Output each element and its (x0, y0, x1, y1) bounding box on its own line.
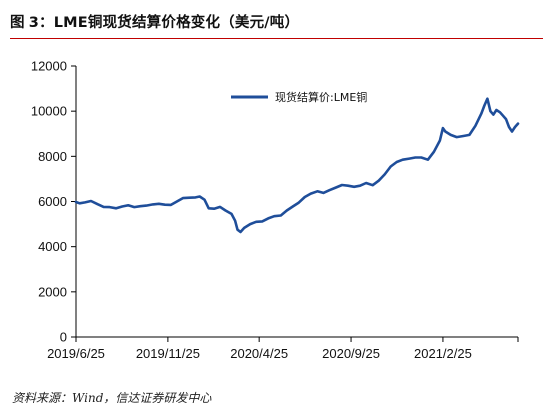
line-chart: 0 2000 4000 6000 8000 10000 12000 2019/6/25 2019… (31, 59, 520, 361)
y-tick-label: 0 (60, 330, 67, 345)
figure-label: 图 (10, 15, 25, 31)
figure-title: LME铜现货结算价格变化（美元/吨） (53, 15, 300, 31)
x-tick-label: 2020/4/25 (230, 346, 288, 361)
x-tick-label: 2021/2/25 (414, 346, 472, 361)
figure-header: 图 3：LME铜现货结算价格变化（美元/吨） (10, 11, 543, 39)
x-tick-label: 2019/11/25 (136, 346, 200, 361)
y-tick-label: 8000 (38, 149, 67, 164)
figure-number: 3： (28, 15, 54, 31)
legend-label: 现货结算价:LME铜 (275, 90, 367, 104)
source-note: 资料来源：Wind，信达证券研发中心 (12, 391, 212, 405)
x-tick-label: 2020/9/25 (322, 346, 380, 361)
y-tick-label: 4000 (38, 239, 67, 254)
y-tick-label: 6000 (38, 194, 67, 209)
series-line (74, 97, 520, 234)
y-tick-label: 2000 (38, 284, 67, 299)
x-tick-label: 2019/6/25 (47, 346, 105, 361)
y-tick-label: 10000 (31, 104, 67, 119)
y-tick-label: 12000 (31, 59, 67, 74)
